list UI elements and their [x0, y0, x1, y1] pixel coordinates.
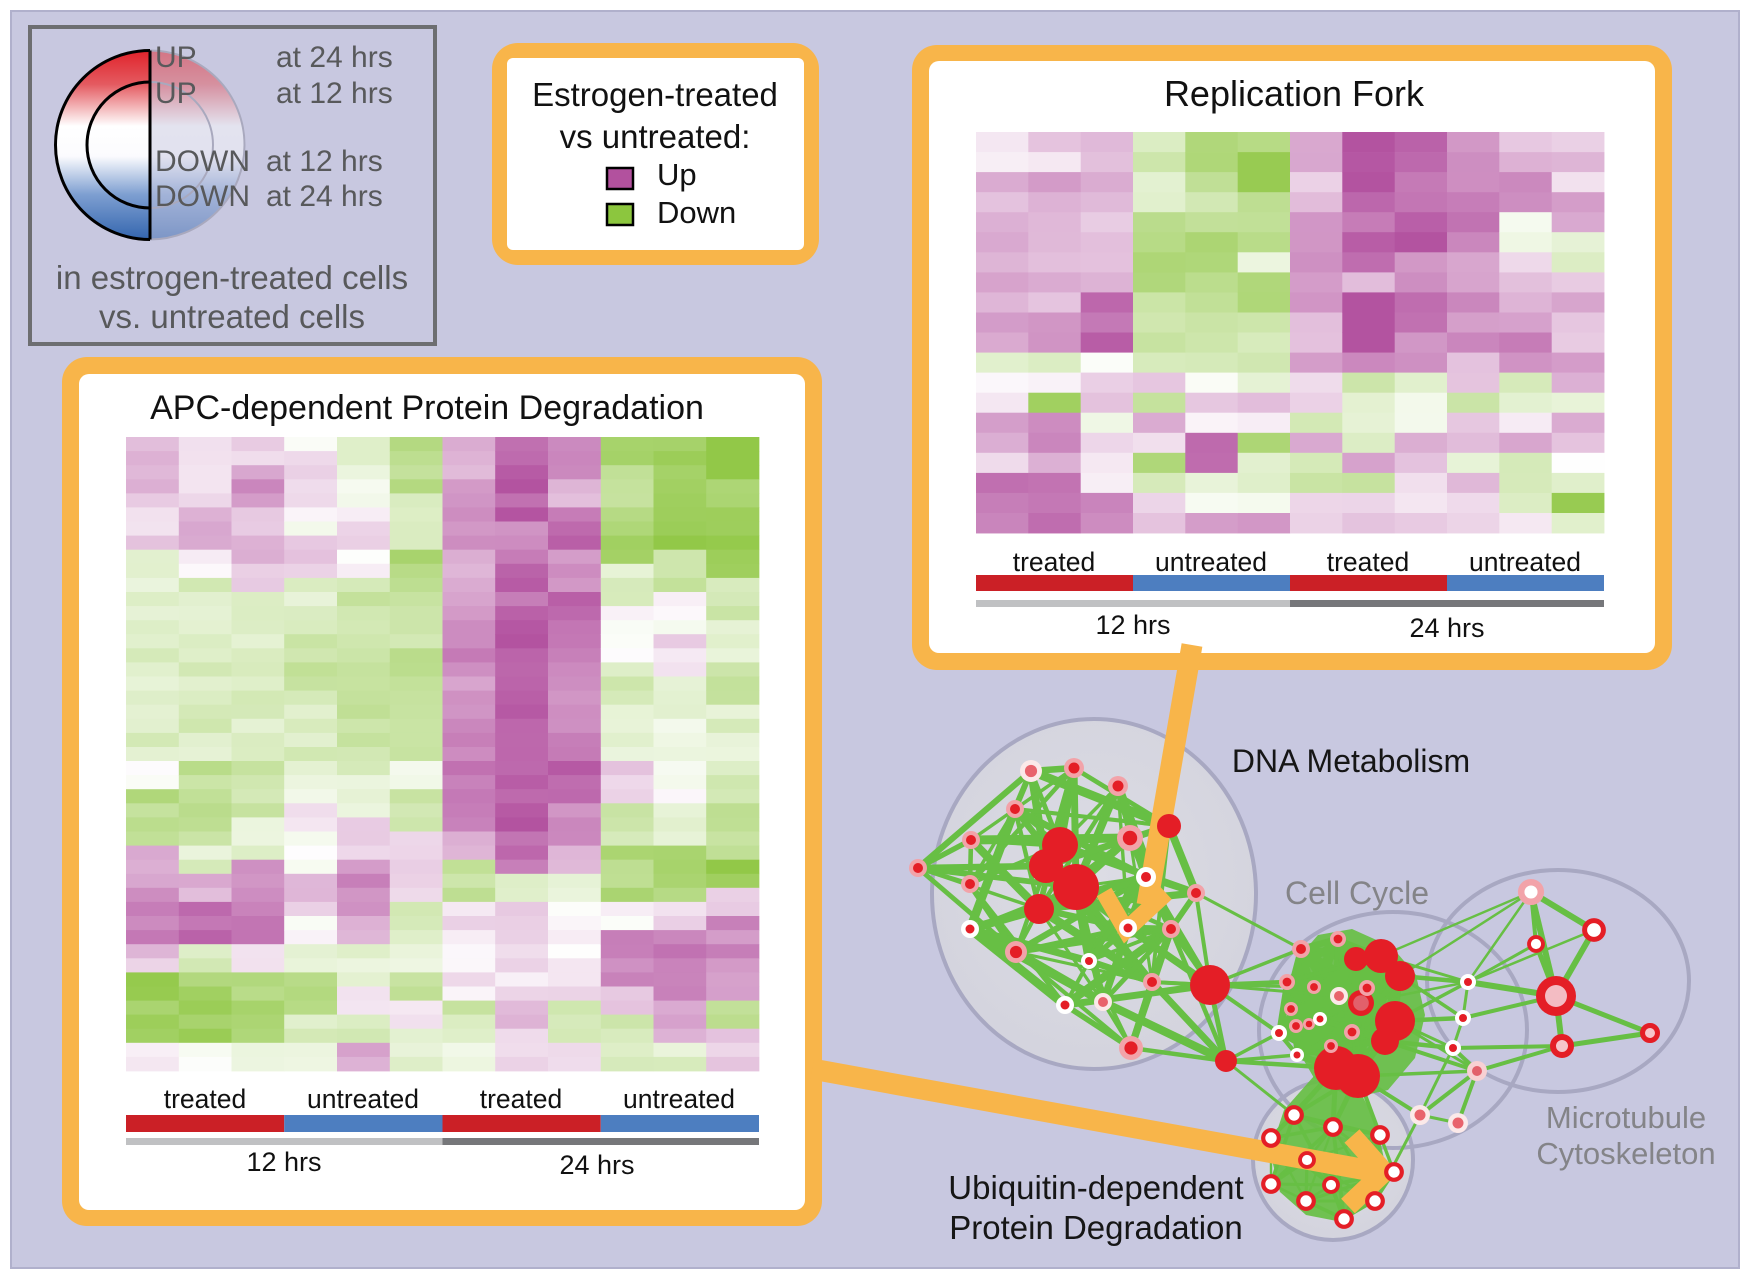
- svg-text:at 24 hrs: at 24 hrs: [276, 41, 393, 74]
- svg-text:treated: treated: [480, 1084, 563, 1114]
- svg-text:DOWN: DOWN: [155, 145, 250, 178]
- svg-text:24 hrs: 24 hrs: [559, 1150, 634, 1180]
- svg-text:at 12 hrs: at 12 hrs: [266, 145, 383, 178]
- svg-text:vs untreated:: vs untreated:: [560, 118, 751, 155]
- svg-text:Cytoskeleton: Cytoskeleton: [1536, 1136, 1715, 1171]
- svg-text:UP: UP: [155, 77, 197, 110]
- svg-text:Estrogen-treated: Estrogen-treated: [532, 76, 778, 113]
- svg-text:at 12 hrs: at 12 hrs: [276, 77, 393, 110]
- svg-text:Microtubule: Microtubule: [1546, 1100, 1706, 1135]
- svg-text:Ubiquitin-dependent: Ubiquitin-dependent: [948, 1169, 1243, 1206]
- svg-text:untreated: untreated: [1155, 547, 1267, 577]
- svg-text:untreated: untreated: [307, 1084, 419, 1114]
- svg-text:DNA Metabolism: DNA Metabolism: [1232, 743, 1470, 779]
- svg-text:treated: treated: [1327, 547, 1410, 577]
- svg-text:12 hrs: 12 hrs: [1095, 610, 1170, 640]
- svg-text:in estrogen-treated cells: in estrogen-treated cells: [56, 259, 408, 296]
- svg-text:treated: treated: [1013, 547, 1096, 577]
- svg-text:24 hrs: 24 hrs: [1409, 613, 1484, 643]
- svg-text:untreated: untreated: [623, 1084, 735, 1114]
- svg-text:Protein Degradation: Protein Degradation: [949, 1209, 1243, 1246]
- svg-text:at 24 hrs: at 24 hrs: [266, 180, 383, 213]
- svg-text:APC-dependent Protein Degradat: APC-dependent Protein Degradation: [150, 389, 704, 427]
- svg-text:Cell Cycle: Cell Cycle: [1285, 875, 1429, 911]
- svg-text:vs. untreated cells: vs. untreated cells: [99, 298, 365, 335]
- svg-text:untreated: untreated: [1469, 547, 1581, 577]
- svg-text:Up: Up: [657, 157, 697, 192]
- svg-text:DOWN: DOWN: [155, 180, 250, 213]
- svg-text:12 hrs: 12 hrs: [246, 1147, 321, 1177]
- svg-text:UP: UP: [155, 41, 197, 74]
- svg-text:Down: Down: [657, 195, 736, 230]
- svg-text:treated: treated: [164, 1084, 247, 1114]
- svg-text:Replication Fork: Replication Fork: [1164, 73, 1425, 114]
